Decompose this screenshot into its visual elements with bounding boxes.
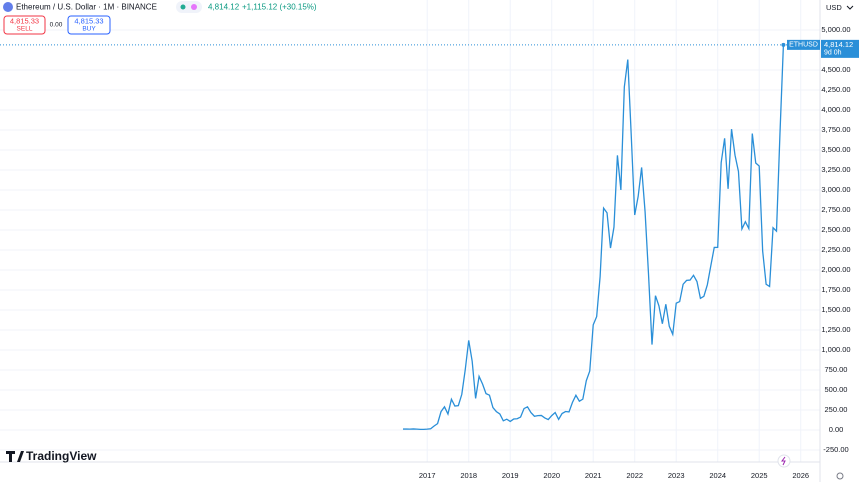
y-tick-label: 2,500.00: [821, 225, 850, 234]
buy-button[interactable]: [67, 15, 111, 35]
y-tick-label: 4,500.00: [821, 65, 850, 74]
buy-price: 4,815.33: [74, 16, 103, 25]
price-change: +1,115.12 (+30.15%): [242, 3, 317, 12]
y-tick-label: 5,000.00: [821, 25, 850, 34]
flag-icon: [191, 4, 197, 10]
settings-icon[interactable]: [836, 472, 844, 480]
chart-title: Ethereum / U.S. Dollar · 1M · BINANCE: [16, 3, 157, 12]
brand: TradingView: [26, 449, 97, 463]
x-tick-label: 2021: [585, 471, 602, 480]
y-tick-label: 1,750.00: [821, 285, 850, 294]
currency-caret: [846, 5, 854, 10]
x-tick-label: 2019: [502, 471, 519, 480]
price-line: [403, 44, 785, 431]
brand-logo: [6, 451, 24, 462]
x-tick-label: 2025: [751, 471, 768, 480]
lightning-icon: [781, 456, 786, 466]
last-point: [781, 42, 786, 47]
symbol-label: ETHUSD: [789, 42, 818, 49]
x-tick-label: 2026: [792, 471, 809, 480]
x-tick-label: 2023: [668, 471, 685, 480]
last-price: 4,814.12: [208, 3, 240, 12]
y-tick-label: 4,000.00: [821, 105, 850, 114]
y-tick-label: 3,750.00: [821, 125, 850, 134]
price-badge-label: 4,814.12: [824, 40, 853, 49]
buy-label: BUY: [82, 26, 96, 33]
y-tick-label: 4,250.00: [821, 85, 850, 94]
y-tick-label: 250.00: [825, 405, 848, 414]
currency[interactable]: USD: [826, 3, 842, 12]
y-tick-label: 0.00: [829, 425, 844, 434]
y-tick-label: 1,000.00: [821, 345, 850, 354]
y-tick-label: 1,500.00: [821, 305, 850, 314]
symbol-badge: [787, 39, 820, 50]
y-tick-label: 1,250.00: [821, 325, 850, 334]
x-tick-label: 2024: [709, 471, 726, 480]
spread: 0.00: [50, 22, 63, 29]
y-tick-label: 750.00: [825, 365, 848, 374]
x-tick-label: 2017: [419, 471, 436, 480]
sell-price: 4,815.33: [10, 16, 39, 25]
y-tick-label: 500.00: [825, 385, 848, 394]
status-pill[interactable]: [176, 1, 202, 13]
countdown: 9d 0h: [824, 50, 842, 57]
y-tick-label: 2,000.00: [821, 265, 850, 274]
y-tick-label: 2,750.00: [821, 205, 850, 214]
y-tick-label: 3,000.00: [821, 185, 850, 194]
y-tick-label: -250.00: [823, 445, 848, 454]
plot-layer: [0, 42, 820, 431]
market-open-dot: [180, 4, 186, 10]
sell-label: SELL: [17, 26, 33, 33]
x-tick-label: 2020: [543, 471, 560, 480]
x-tick-label: 2022: [626, 471, 643, 480]
y-tick-label: 3,250.00: [821, 165, 850, 174]
x-tick-label: 2018: [460, 471, 477, 480]
y-tick-label: 3,500.00: [821, 145, 850, 154]
grid-layer: [0, 0, 820, 462]
symbol-icon: [3, 2, 13, 12]
sell-button[interactable]: [3, 15, 46, 35]
price-badge: [821, 39, 859, 58]
y-tick-label: 2,250.00: [821, 245, 850, 254]
